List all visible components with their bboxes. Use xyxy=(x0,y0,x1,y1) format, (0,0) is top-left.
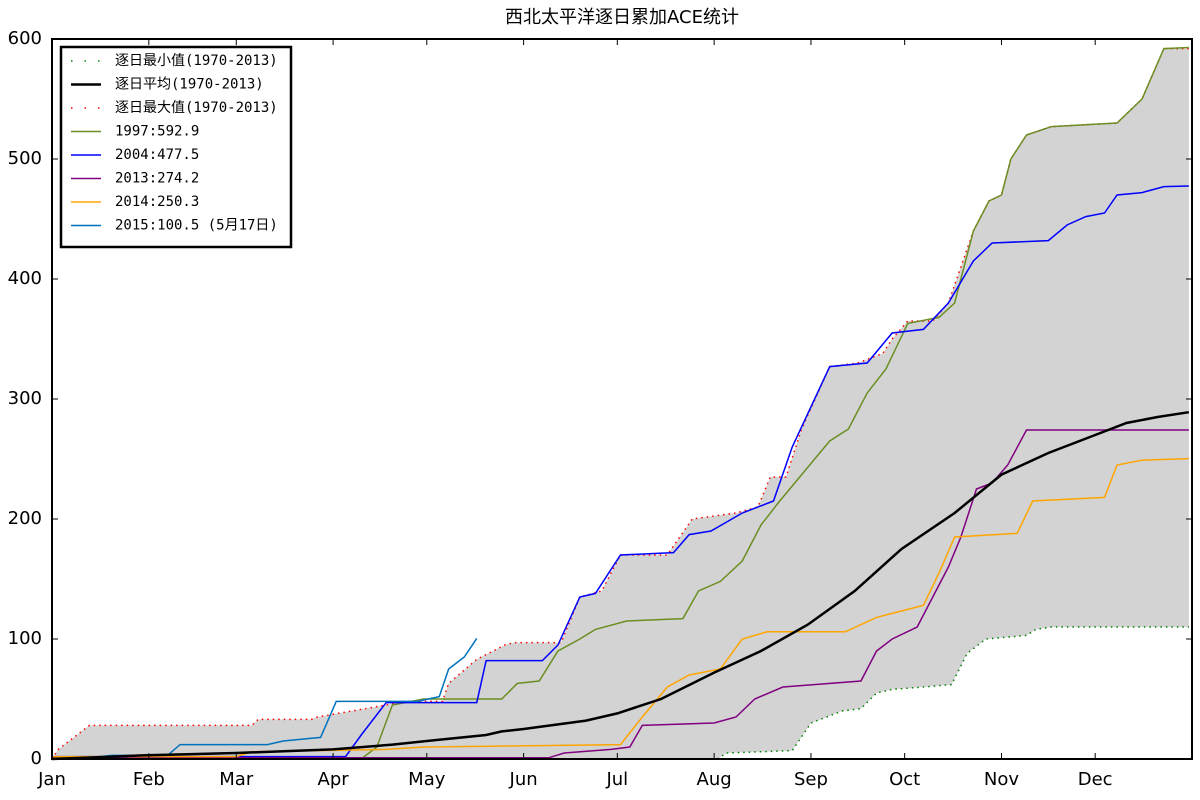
x-tick-label: Apr xyxy=(318,769,350,790)
x-tick-label: Oct xyxy=(889,769,920,790)
y-tick-label: 300 xyxy=(8,388,42,409)
x-tick-label: Jan xyxy=(37,769,66,790)
legend-label: 2014:250.3 xyxy=(115,194,199,210)
y-tick-label: 400 xyxy=(8,268,42,289)
legend-label: 2004:477.5 xyxy=(115,147,199,163)
x-tick-label: Dec xyxy=(1078,769,1113,790)
y-tick-label: 0 xyxy=(31,748,42,769)
x-tick-label: Aug xyxy=(697,769,732,790)
legend-label: 逐日最小值(1970-2013) xyxy=(115,53,278,69)
series-line xyxy=(52,457,1189,758)
x-tick-label: Nov xyxy=(984,769,1019,790)
series-line xyxy=(52,429,1189,759)
x-tick-label: Sep xyxy=(794,769,828,790)
y-tick-label: 600 xyxy=(8,28,42,49)
x-tick-label: Mar xyxy=(219,769,254,790)
x-tick-label: Jun xyxy=(509,769,538,790)
y-tick-label: 500 xyxy=(8,148,42,169)
legend-label: 2013:274.2 xyxy=(115,171,199,187)
x-tick-label: Feb xyxy=(133,769,165,790)
chart-title: 西北太平洋逐日累加ACE统计 xyxy=(505,7,739,28)
x-tick-label: Jul xyxy=(605,769,628,790)
series-line xyxy=(51,410,1190,761)
y-tick-label: 100 xyxy=(8,628,42,649)
series-line xyxy=(52,185,1189,758)
legend-label: 逐日平均(1970-2013) xyxy=(115,77,264,93)
x-tick-label: May xyxy=(408,769,446,790)
legend-label: 逐日最大值(1970-2013) xyxy=(115,100,278,116)
legend-box xyxy=(59,45,293,249)
range-fill xyxy=(52,48,1189,760)
y-tick-label: 200 xyxy=(8,508,42,529)
legend-label: 2015:100.5 (5月17日) xyxy=(115,218,278,234)
legend-label: 1997:592.9 xyxy=(115,124,199,140)
series-line xyxy=(52,46,1189,760)
